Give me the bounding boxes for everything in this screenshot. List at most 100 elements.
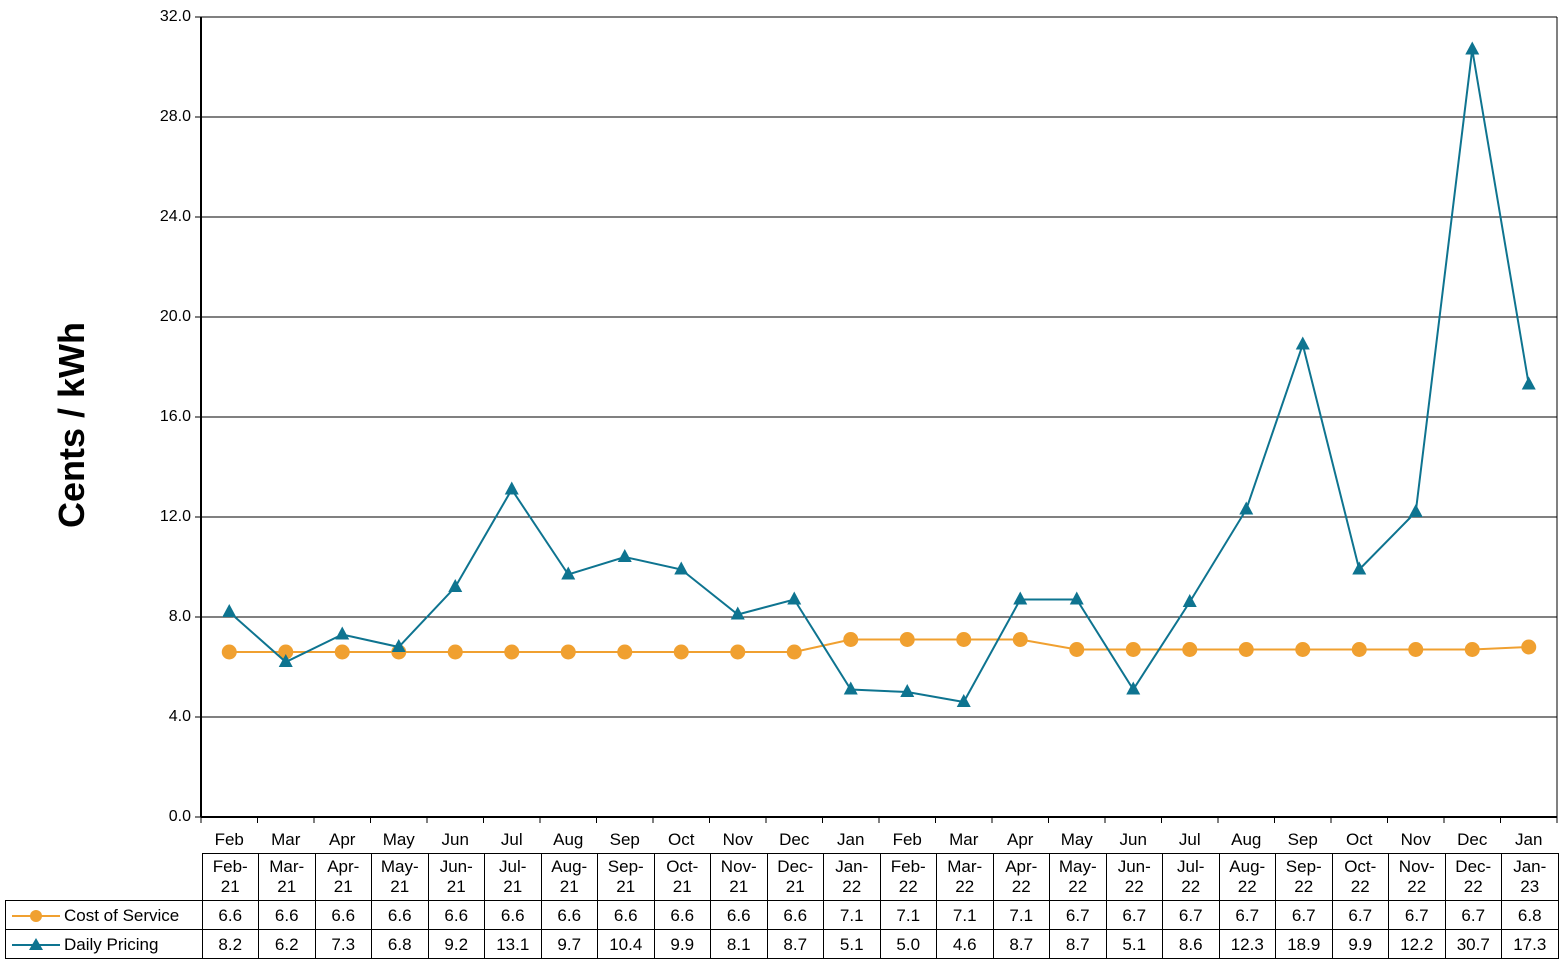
data-table-cell: 4.6 (936, 929, 994, 959)
circle-marker-icon (334, 644, 350, 660)
data-table-cell: 6.6 (540, 900, 598, 930)
header-month: Jan- (835, 857, 869, 876)
x-tick-label: Aug (553, 830, 584, 849)
data-table-column-header: Jul- 21 (484, 853, 542, 901)
x-tick-label: Jan (837, 830, 865, 849)
header-month: Sep- (1285, 857, 1322, 876)
triangle-marker-icon (222, 604, 237, 617)
triangle-marker-icon (561, 566, 576, 580)
y-tick-label: 12.0 (159, 508, 191, 525)
data-table-column-header: Mar- 21 (258, 853, 316, 901)
x-tick-label: Apr (329, 830, 356, 849)
data-table-column-header: Jun- 22 (1105, 853, 1163, 901)
data-table-cell: 6.7 (1388, 900, 1446, 930)
header-year: 21 (220, 877, 240, 896)
header-year: 21 (559, 877, 579, 896)
header-month: Sep- (607, 857, 644, 876)
x-tick-label: Sep (609, 830, 640, 849)
data-table-cell: 9.2 (427, 929, 485, 959)
header-year: 21 (333, 877, 353, 896)
header-year: 21 (277, 877, 297, 896)
legend-label: Cost of Service (64, 905, 180, 925)
triangle-marker-icon (1352, 561, 1367, 575)
header-year: 22 (1068, 877, 1088, 896)
triangle-marker-icon (1295, 336, 1310, 350)
header-month: Jul- (1177, 857, 1205, 876)
data-table-column-header: Oct- 22 (1331, 853, 1389, 901)
header-month: Mar- (947, 857, 983, 876)
y-tick-label: 4.0 (168, 708, 191, 725)
triangle-marker-icon (900, 684, 915, 697)
y-tick-label: 32.0 (159, 8, 191, 25)
header-year: 22 (1124, 877, 1144, 896)
circle-marker-icon (278, 644, 294, 660)
data-table-cell: 6.6 (653, 900, 711, 930)
data-table-cell: 5.0 (879, 929, 937, 959)
data-table-cell: 6.6 (314, 900, 372, 930)
triangle-marker-icon (1465, 41, 1480, 55)
legend-item-cost-of-service: Cost of Service (5, 900, 203, 930)
circle-marker-icon (673, 644, 689, 660)
data-table-column-header: Aug- 21 (540, 853, 598, 901)
data-table-cell: 6.8 (1501, 900, 1559, 930)
data-table-column-header: Dec- 22 (1444, 853, 1502, 901)
header-year: 21 (672, 877, 692, 896)
data-table-row-daily-pricing: Daily Pricing 8.2 6.2 7.3 6.8 9.2 13.1 9.7 10.4… (5, 929, 1559, 959)
header-month: Aug- (551, 857, 588, 876)
circle-marker-icon (12, 909, 60, 923)
data-table-header-row: Feb- 21 Mar- 21 Apr- 21 May- 21 Jun- 21 Jul- 21 Aug-… (6, 853, 1559, 901)
data-table-cell: 30.7 (1444, 929, 1502, 959)
series-cost-of-service (221, 632, 1537, 660)
data-table-cell: 6.6 (766, 900, 824, 930)
data-table-cell: 7.1 (936, 900, 994, 930)
x-tick-label: Sep (1287, 830, 1318, 849)
triangle-marker-icon (787, 591, 802, 605)
circle-marker-icon (560, 644, 576, 660)
data-table-cell: 6.6 (427, 900, 485, 930)
data-table-cell: 9.7 (540, 929, 598, 959)
header-month: Mar- (269, 857, 305, 876)
legend-label: Daily Pricing (64, 934, 159, 954)
header-month: Dec- (777, 857, 814, 876)
data-table-cell: 5.1 (823, 929, 881, 959)
x-tick-label: Mar (271, 830, 301, 849)
x-tick-label: May (382, 830, 415, 849)
data-table-cell: 6.7 (1275, 900, 1333, 930)
header-month: Jun- (439, 857, 473, 876)
data-table-cell: 6.7 (1105, 900, 1163, 930)
data-table-column-header: Sep- 21 (597, 853, 655, 901)
data-table-column-header: Jun- 21 (427, 853, 485, 901)
triangle-marker-icon (448, 579, 463, 592)
header-month: Dec- (1455, 857, 1492, 876)
header-year: 21 (729, 877, 749, 896)
data-table-cell: 7.1 (879, 900, 937, 930)
header-year: 21 (503, 877, 523, 896)
header-month: Apr- (327, 857, 360, 876)
data-table-cell: 6.6 (258, 900, 316, 930)
header-year: 21 (446, 877, 466, 896)
header-month: Oct- (1344, 857, 1377, 876)
y-tick-label: 16.0 (159, 408, 191, 425)
triangle-marker-icon (335, 626, 350, 640)
header-year: 22 (1011, 877, 1031, 896)
data-table-cell: 12.3 (1218, 929, 1276, 959)
x-tick-label: May (1060, 830, 1093, 849)
data-table-column-header: Jan- 22 (823, 853, 881, 901)
triangle-marker-icon (504, 481, 519, 495)
x-tick-label: Dec (1457, 830, 1488, 849)
triangle-marker-icon (730, 606, 745, 620)
circle-marker-icon (843, 632, 859, 647)
triangle-marker-icon (1013, 591, 1028, 605)
data-table-cell: 7.3 (314, 929, 372, 959)
circle-marker-icon (1521, 639, 1537, 655)
data-table-column-header: Apr- 21 (314, 853, 372, 901)
header-month: Aug- (1229, 857, 1266, 876)
circle-marker-icon (1125, 642, 1141, 657)
circle-marker-icon (1012, 632, 1028, 647)
y-tick-label: 28.0 (159, 108, 191, 125)
header-month: Nov- (720, 857, 757, 876)
triangle-marker-icon (674, 561, 689, 575)
triangle-marker-icon (1239, 501, 1254, 515)
legend-item-daily-pricing: Daily Pricing (5, 929, 203, 959)
x-tick-label: Nov (722, 830, 753, 849)
